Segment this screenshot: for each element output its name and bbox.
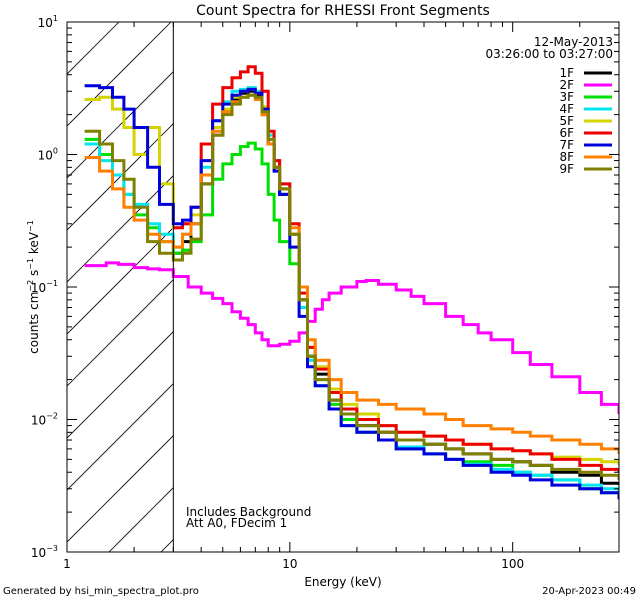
legend-label-3F: 3F (559, 90, 574, 104)
legend-label-4F: 4F (559, 102, 574, 116)
hatch-line (67, 279, 174, 387)
hatch-line (67, 22, 172, 127)
footer-generated-by: Generated by hsi_min_spectra_plot.pro (3, 586, 199, 597)
y-tick-label: 100 (38, 147, 58, 163)
chart-title: Count Spectra for RHESSI Front Segments (196, 3, 490, 19)
y-tick-label: 10−1 (31, 279, 58, 295)
annotation-attenuator: Att A0, FDecim 1 (186, 516, 287, 530)
legend-label-2F: 2F (559, 78, 574, 92)
axes: 1 10 100 10−3 10−2 10−1 100 101 (31, 14, 620, 571)
annotation-background: Includes Background (186, 505, 311, 519)
y-tick-label: 10−2 (31, 412, 58, 428)
hatch-line (67, 227, 174, 335)
x-tick-label: 1 (63, 557, 71, 571)
y-label-sup-3: −1 (26, 220, 35, 232)
x-axis-label: Energy (keV) (304, 575, 381, 589)
hatch-line (67, 435, 174, 543)
y-axis-label: counts cm−2 s−1 keV−1 (26, 220, 41, 354)
legend-label-8F: 8F (559, 150, 574, 164)
footer-timestamp: 20-Apr-2023 00:49 (542, 586, 636, 597)
legend-label-6F: 6F (559, 126, 574, 140)
y-label-sup-1: −2 (26, 280, 35, 292)
y-label-mid-1: s (27, 270, 41, 280)
time-range-label: 03:26:00 to 03:27:00 (486, 47, 613, 61)
x-tick-label: 100 (501, 557, 524, 571)
x-tick-label: 10 (282, 557, 297, 571)
date-label: 12-May-2013 (534, 35, 613, 49)
y-label-sup-2: −1 (26, 258, 35, 270)
y-label-mid-2: keV (27, 231, 41, 258)
legend-label-7F: 7F (559, 138, 574, 152)
legend-label-9F: 9F (559, 162, 574, 176)
y-tick-label: 10−3 (31, 544, 58, 560)
hatch-line (67, 383, 174, 491)
y-label-prefix: counts cm (27, 292, 41, 354)
y-tick-label: 101 (38, 14, 58, 30)
legend-label-1F: 1F (559, 66, 574, 80)
legend-label-5F: 5F (559, 114, 574, 128)
